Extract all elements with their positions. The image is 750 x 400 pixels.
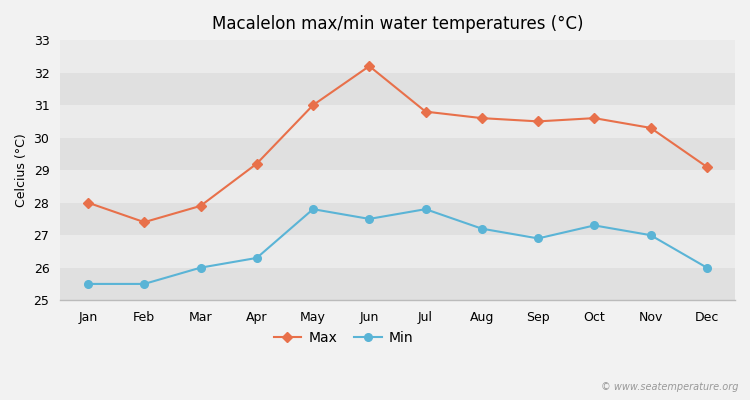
Min	[308, 207, 317, 212]
Min	[252, 256, 261, 260]
Line: Max: Max	[85, 63, 710, 226]
Bar	[60, 40, 735, 73]
Bar	[60, 268, 735, 300]
Min	[83, 282, 92, 286]
Min	[646, 233, 655, 238]
Max	[590, 116, 598, 120]
Line: Min: Min	[84, 205, 711, 288]
Max	[477, 116, 486, 120]
Max	[196, 204, 205, 208]
Legend: Max, Min: Max, Min	[268, 325, 419, 350]
Max	[702, 164, 711, 169]
Bar	[60, 105, 735, 138]
Bar	[60, 138, 735, 170]
Max	[140, 220, 148, 224]
Max	[83, 200, 92, 205]
Max	[252, 161, 261, 166]
Min	[140, 282, 148, 286]
Max	[646, 126, 655, 130]
Max	[364, 64, 374, 68]
Min	[421, 207, 430, 212]
Min	[533, 236, 542, 241]
Min	[196, 265, 205, 270]
Min	[477, 226, 486, 231]
Text: © www.seatemperature.org: © www.seatemperature.org	[602, 382, 739, 392]
Bar	[60, 73, 735, 105]
Bar	[60, 203, 735, 235]
Max	[421, 109, 430, 114]
Max	[308, 103, 317, 108]
Min	[590, 223, 598, 228]
Min	[364, 216, 374, 221]
Max	[533, 119, 542, 124]
Min	[702, 265, 711, 270]
Y-axis label: Celcius (°C): Celcius (°C)	[15, 133, 28, 207]
Bar	[60, 235, 735, 268]
Bar	[60, 170, 735, 203]
Title: Macalelon max/min water temperatures (°C): Macalelon max/min water temperatures (°C…	[211, 15, 584, 33]
